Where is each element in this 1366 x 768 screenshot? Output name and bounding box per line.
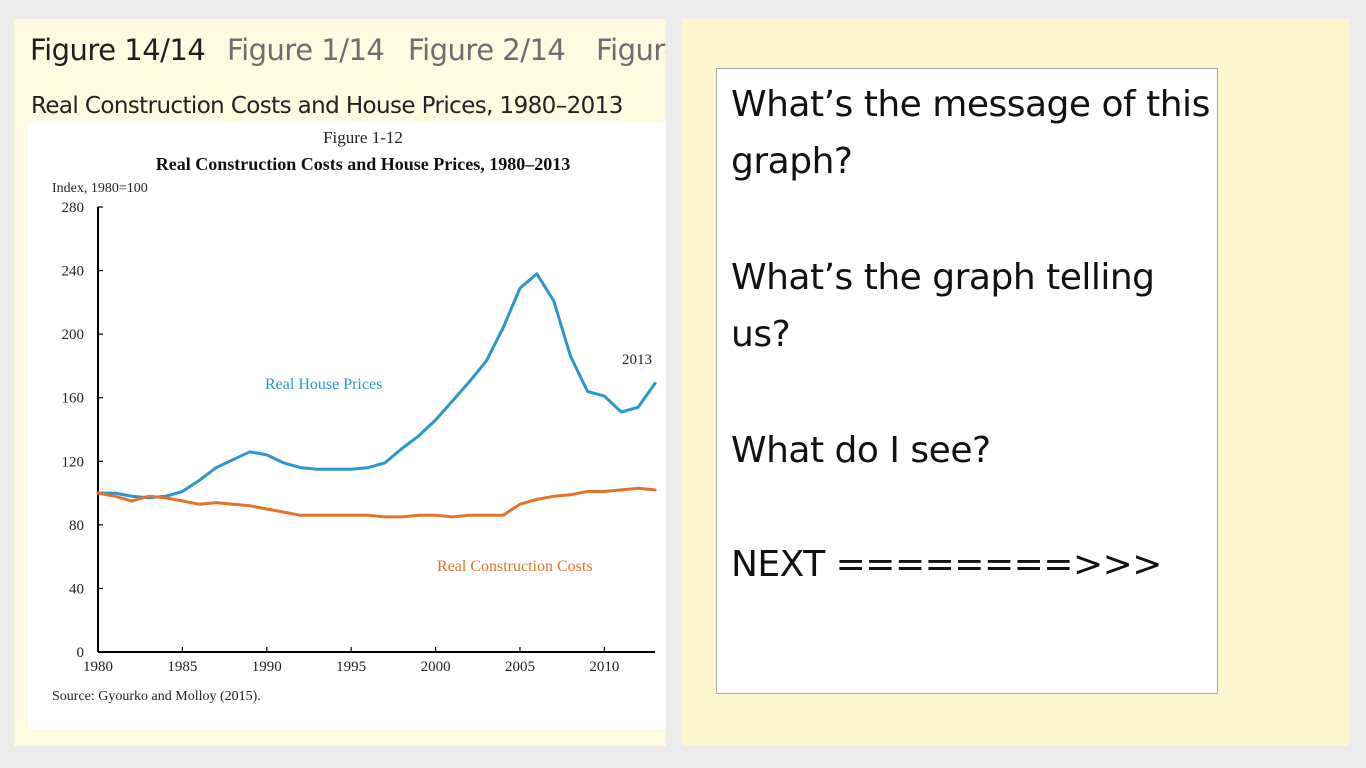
figure-number: Figure 1-12 [323, 128, 403, 147]
tab-figure-14[interactable]: Figure 14/14 [30, 33, 206, 67]
question-message: What’s the message of this graph? [731, 84, 1210, 182]
question-box: What’s the message of this graph? What’s… [716, 68, 1218, 694]
question-telling: What’s the graph telling us? [731, 257, 1155, 355]
house-prices-line [96, 272, 657, 500]
y-tick-label: 160 [62, 391, 85, 407]
questions-panel: What’s the message of this graph? What’s… [682, 19, 1349, 746]
figure-tabs: Figure 14/14 Figure 1/14 Figure 2/14 Fig… [14, 33, 666, 77]
figure-panel: Figure 14/14 Figure 1/14 Figure 2/14 Fig… [14, 19, 666, 746]
series-label-house-prices: Real House Prices [265, 376, 382, 393]
chart-title: Real Construction Costs and House Prices… [156, 154, 571, 174]
x-tick-label: 2005 [505, 659, 535, 675]
tab-figure-2[interactable]: Figure 2/14 [408, 33, 566, 67]
figure-caption: Real Construction Costs and House Prices… [31, 93, 623, 119]
x-tick-label: 1985 [167, 659, 197, 675]
y-tick-label: 80 [69, 518, 84, 534]
y-tick-label: 200 [62, 327, 85, 343]
x-tick-label: 2010 [589, 659, 619, 675]
y-tick-label: 40 [69, 581, 84, 597]
axes: 0 40 80 120 160 200 240 280 1980 1985 1990 1995 2000… [62, 200, 655, 675]
x-tick-label: 1990 [252, 659, 282, 675]
y-tick-label: 120 [62, 454, 85, 470]
question-see: What do I see? [731, 430, 991, 471]
chart-source: Source: Gyourko and Molloy (2015). [52, 689, 261, 704]
chart: Figure 1-12 Real Construction Costs and … [52, 128, 657, 704]
construction-costs-line [96, 486, 657, 519]
x-tick-label: 1995 [336, 659, 366, 675]
tab-figure-3[interactable]: Figure 3/14 [596, 33, 666, 67]
next-link[interactable]: NEXT ========>>> [731, 544, 1162, 585]
chart-figure: Figure 1-12 Real Construction Costs and … [28, 122, 666, 729]
x-tick-label: 1980 [83, 659, 113, 675]
y-tick-label: 240 [62, 264, 85, 280]
y-axis-label: Index, 1980=100 [52, 181, 148, 196]
end-year-label: 2013 [622, 352, 652, 368]
tab-figure-1[interactable]: Figure 1/14 [227, 33, 385, 67]
y-tick-label: 280 [62, 200, 85, 216]
x-tick-label: 2000 [421, 659, 451, 675]
y-tick-label: 0 [77, 645, 85, 661]
series-label-construction-costs: Real Construction Costs [437, 558, 593, 575]
series-lines [96, 272, 657, 519]
